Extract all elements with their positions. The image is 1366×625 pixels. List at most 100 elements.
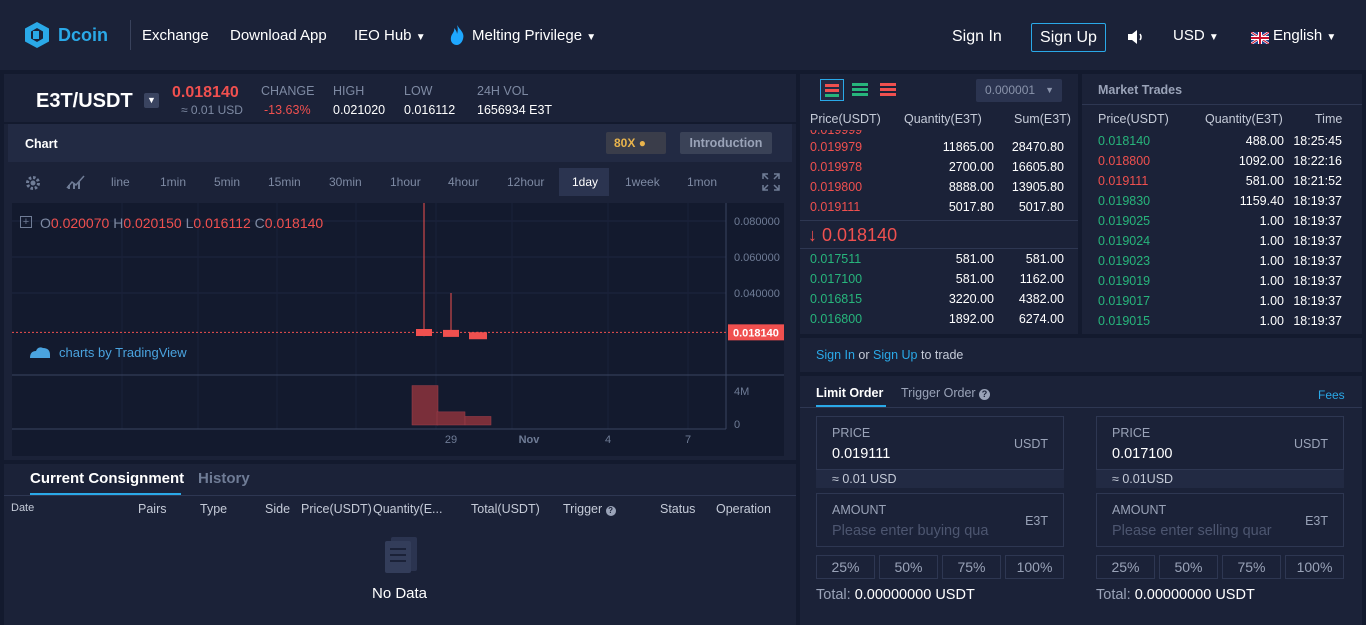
orderbook-view-asks-icon[interactable] [876, 79, 900, 101]
candle-body [469, 332, 487, 340]
ask-row[interactable]: 0.019978 2700.00 16605.80 [800, 157, 1072, 177]
buy-percent-25[interactable]: 25% [816, 555, 875, 579]
sell-price-input[interactable]: PRICE 0.017100 USDT [1096, 416, 1344, 470]
timeframe-12hour[interactable]: 12hour [507, 175, 545, 189]
pair-dropdown-icon[interactable]: ▼ [144, 93, 159, 108]
orderbook-view-both-icon[interactable] [820, 79, 844, 101]
language-select[interactable]: English ▼ [1273, 27, 1336, 44]
x-tick-label: 29 [445, 434, 457, 446]
market-trades-panel: Market Trades Price(USDT) Quantity(E3T) … [1082, 74, 1362, 334]
sell-percent-25[interactable]: 25% [1096, 555, 1155, 579]
tradingview-logo-icon [28, 345, 52, 359]
timeframe-15min[interactable]: 15min [268, 175, 301, 189]
low-label: LOW [404, 84, 433, 98]
help-icon[interactable]: ? [605, 506, 616, 516]
timeframe-4hour[interactable]: 4hour [448, 175, 479, 189]
timeframe-1day[interactable]: 1day [572, 175, 599, 189]
timeframe-line[interactable]: line [111, 175, 130, 189]
prompt-sign-up-link[interactable]: Sign Up [873, 348, 918, 362]
consignment-divider [4, 495, 796, 496]
indicators-icon[interactable] [66, 174, 86, 190]
trade-qty: 1.00 [1259, 234, 1284, 248]
nav-exchange[interactable]: Exchange [142, 27, 209, 44]
ohlc-high-value: 0.020150 [123, 215, 182, 231]
bid-row[interactable]: 0.016815 3220.00 4382.00 [800, 289, 1072, 309]
timeframe-1week[interactable]: 1week [625, 175, 660, 189]
bid-price: 0.016815 [810, 292, 863, 306]
precision-select[interactable]: 0.000001 ▼ [976, 79, 1062, 102]
bid-price: 0.016800 [810, 312, 863, 326]
chevron-down-icon: ▼ [586, 32, 597, 43]
timeframe-1mon[interactable]: 1mon [687, 175, 718, 189]
buy-amount-placeholder: Please enter buying qua [832, 523, 989, 539]
prompt-sign-in-link[interactable]: Sign In [816, 348, 855, 362]
leverage-badge[interactable]: 80X ● [606, 132, 666, 154]
tab-current-consignment[interactable]: Current Consignment [30, 470, 185, 487]
sign-in-link[interactable]: Sign In [952, 28, 1002, 45]
chevron-down-icon: ▼ [1208, 32, 1219, 43]
low-value: 0.016112 [404, 103, 456, 117]
bid-row[interactable]: 0.017100 581.00 1162.00 [800, 269, 1072, 289]
nav-melting-privilege[interactable]: Melting Privilege ▼ [472, 27, 596, 44]
buy-percent-75[interactable]: 75% [942, 555, 1001, 579]
prompt-suffix: to trade [920, 348, 964, 362]
timeframe-30min[interactable]: 30min [329, 175, 362, 189]
ticker-bar: E3T/USDT ▼ 0.018140 ≈ 0.01 USD CHANGE -1… [4, 74, 796, 122]
sign-up-button[interactable]: Sign Up [1031, 23, 1106, 52]
nav-download-app[interactable]: Download App [230, 27, 327, 44]
timeframe-1hour[interactable]: 1hour [390, 175, 421, 189]
sell-percent-100[interactable]: 100% [1285, 555, 1344, 579]
trade-time: 18:22:16 [1293, 154, 1342, 168]
sell-percent-50[interactable]: 50% [1159, 555, 1218, 579]
fees-link[interactable]: Fees [1318, 388, 1345, 402]
bid-row[interactable]: 0.017511 581.00 581.00 [800, 249, 1072, 269]
tab-limit-order[interactable]: Limit Order [816, 386, 884, 400]
orderbook-view-bids-icon[interactable] [848, 79, 872, 101]
ask-row[interactable]: 0.019979 11865.00 28470.80 [800, 137, 1072, 157]
ask-qty: 5017.80 [948, 200, 994, 214]
help-icon[interactable]: ? [979, 389, 991, 400]
bid-qty: 3220.00 [948, 292, 994, 306]
ask-row-partial: 0.019999 [810, 130, 863, 137]
ohlc-legend: O0.020070 H0.020150 L0.016112 C0.018140 [40, 215, 323, 231]
chart-settings-icon[interactable] [24, 174, 42, 192]
ask-row[interactable]: 0.019111 5017.80 5017.80 [800, 197, 1072, 217]
chevron-down-icon: ▼ [415, 32, 426, 43]
currency-select[interactable]: USD ▼ [1173, 27, 1219, 44]
volume-bar [411, 385, 439, 426]
fullscreen-icon[interactable] [762, 173, 780, 191]
buy-percent-100[interactable]: 100% [1005, 555, 1064, 579]
nav-ieo-hub[interactable]: IEO Hub ▼ [354, 27, 426, 44]
brand-name[interactable]: Dcoin [58, 25, 109, 45]
pair-name[interactable]: E3T/USDT [36, 90, 133, 112]
nav-ieo-hub-label: IEO Hub [354, 27, 412, 44]
prompt-or: or [858, 348, 870, 362]
sell-percent-75[interactable]: 75% [1222, 555, 1281, 579]
bid-sum: 581.00 [1025, 252, 1064, 266]
timeframe-5min[interactable]: 5min [214, 175, 241, 189]
chart-plot[interactable]: 0.080000 0.060000 0.040000 0.018140 4M 0 29 Nov… [12, 203, 784, 456]
buy-price-usd-bg [816, 470, 1064, 488]
tab-history[interactable]: History [198, 470, 250, 487]
tradingview-watermark[interactable]: charts by TradingView [59, 345, 187, 360]
candlestick-chart[interactable]: 0.080000 0.060000 0.040000 0.018140 4M 0 29 Nov… [12, 203, 784, 456]
volume-tick-label: 0 [734, 419, 740, 431]
buy-percent-50[interactable]: 50% [879, 555, 938, 579]
sell-amount-input[interactable]: AMOUNT Please enter selling quar E3T [1096, 493, 1344, 547]
introduction-button[interactable]: Introduction [680, 132, 772, 154]
timeframe-1min[interactable]: 1min [160, 175, 187, 189]
x-tick-label: 4 [605, 434, 611, 446]
trade-row: 0.019025 1.00 18:19:37 [1082, 211, 1358, 231]
speaker-icon[interactable] [1127, 29, 1145, 45]
buy-total: Total: 0.00000000 USDT [816, 587, 975, 603]
buy-price-input[interactable]: PRICE 0.019111 USDT [816, 416, 1064, 470]
tab-trigger-order[interactable]: Trigger Order ? [901, 386, 991, 400]
tab-current-underline [30, 493, 181, 495]
x-tick-label: Nov [519, 434, 541, 446]
ask-row[interactable]: 0.019800 8888.00 13905.80 [800, 177, 1072, 197]
bid-row[interactable]: 0.016800 1892.00 6274.00 [800, 309, 1072, 329]
ask-price: 0.019978 [810, 160, 863, 174]
buy-amount-input[interactable]: AMOUNT Please enter buying qua E3T [816, 493, 1064, 547]
ohlc-toggle-icon[interactable]: + [20, 216, 32, 228]
dcoin-logo-icon[interactable] [24, 21, 50, 49]
